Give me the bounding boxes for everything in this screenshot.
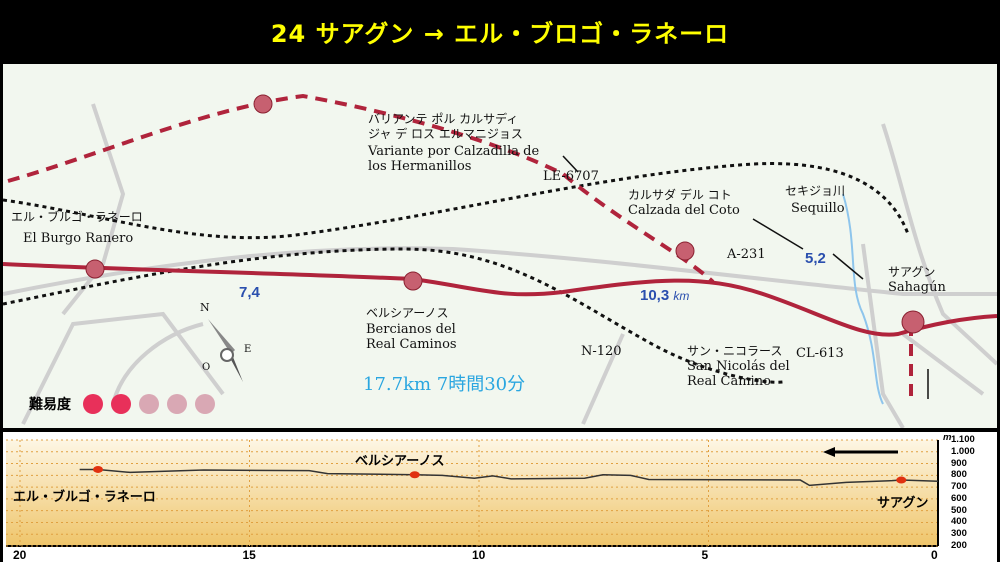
x-tick-label: 15 [242,548,256,562]
page-title: 24 サアグン → エル・ブロゴ・ラネーロ [270,19,730,48]
distance-unit: km [673,289,690,303]
bercianos-label-es2: Real Caminos [366,337,457,352]
sannicolas-label-es1: San Nicolás del [687,359,790,374]
calzada-label-es: Calzada del Coto [628,203,740,218]
elevation-profile: エル・ブルゴ・ラネーロ ベルシアーノス サアグン m 1.100 1.000 900… [3,432,997,562]
road-cl613: CL-613 [796,346,844,361]
shell-icon-empty [195,394,215,414]
chart-background [6,440,938,546]
shell-icon-filled [111,394,131,414]
road-a231: A-231 [727,247,766,262]
variant-route [7,93,913,404]
bercianos-label-es1: Bercianos del [366,322,456,337]
y-tick-label: 500 [951,504,967,516]
map-drawing [3,93,997,428]
y-tick-label: 300 [951,528,967,540]
x-tick-label: 20 [13,548,27,562]
road-n120: N-120 [581,344,622,359]
shell-icon-filled [83,394,103,414]
shell-icon-empty [167,394,187,414]
variante-label-es1: Variante por Calzadilla de [368,144,540,159]
profile-end-label: サアグン [877,496,929,511]
arrow-head-icon [823,447,835,457]
compass-n: N [200,301,210,314]
road-le6707: LE-6707 [543,169,599,184]
town-marker [896,476,907,484]
sequillo-label-jp: セキジョ川 [785,184,846,198]
variante-label-jp1: バリアンテ ポル カルサディ [368,112,519,126]
sannicolas-label-es2: Real Camino [687,374,771,389]
leader-lines [562,155,929,399]
sahagun-label-es: Sahagún [888,280,946,295]
compass-e: E [244,344,252,355]
difficulty-label: 難易度 [29,397,71,413]
compass-rose-icon [208,319,243,382]
distance-5-2: 5,2 [805,250,826,267]
dotted-roads [3,162,910,384]
variante-label-jp2: ジャ デ ロス エルマニジョス [368,127,523,141]
y-tick-label: 900 [951,457,967,469]
elevation-line [79,468,939,487]
distance-7-4: 7,4 [239,284,260,301]
town-marker [93,465,104,473]
y-tick-label: 800 [951,469,967,481]
x-tick-label: 5 [701,548,709,562]
sannicolas-label-jp: サン・ニコラース [687,344,783,358]
variante-label-es2: los Hermanillos [368,159,472,174]
y-tick-label: 1.100 [951,434,975,445]
y-tick-label: 600 [951,492,967,504]
profile-mid-label: ベルシアーノス [355,454,445,469]
elevation-chart [6,439,939,547]
difficulty-rating: 難易度 [29,394,215,414]
distance-10-3: 10,3 km [640,287,689,304]
y-tick-label: 1.000 [951,445,975,457]
bercianos-label-jp: ベルシアーノス [366,306,449,320]
y-tick-label: 700 [951,481,967,493]
river-sequillo [842,193,884,405]
main-route [3,262,997,337]
burgo-label-es: El Burgo Ranero [23,231,134,246]
x-tick-label: 10 [472,548,486,562]
profile-start-label: エル・ブルゴ・ラネーロ [13,490,156,505]
sahagun-label-jp: サアグン [888,265,936,279]
x-tick-label: 0 [931,548,938,562]
distance-value: 10,3 [640,287,670,304]
shell-icon-empty [139,394,159,414]
route-map: バリアンテ ポル カルサディ ジャ デ ロス エルマニジョス Variante … [3,64,997,428]
burgo-label-jp: エル・ブルゴ・ラネーロ [11,210,143,224]
calzada-label-jp: カルサダ デル コト [628,188,732,202]
sequillo-label-es: Sequillo [791,201,845,216]
town-marker [409,471,420,479]
y-tick-label: 400 [951,516,967,528]
town-markers [85,94,925,334]
y-tick-label: 200 [951,540,967,551]
route-summary: 17.7km 7時間30分 [363,374,526,395]
compass-o: O [202,362,211,373]
y-unit: m [943,432,952,443]
